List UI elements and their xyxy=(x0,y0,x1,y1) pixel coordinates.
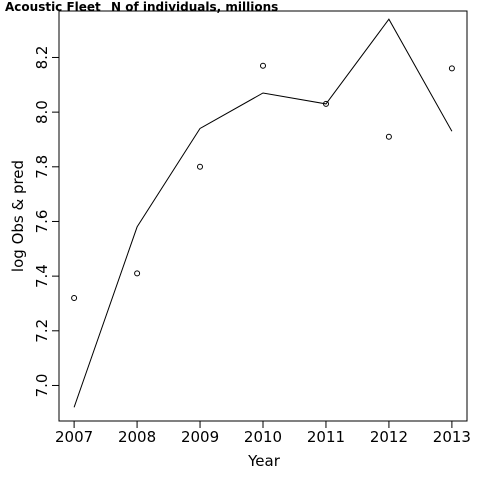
plot-frame xyxy=(58,10,468,422)
x-tick-label: 2007 xyxy=(55,428,93,446)
y-tick-label: 7.0 xyxy=(33,374,51,398)
y-tick-label: 8.0 xyxy=(33,100,51,124)
y-tick-label: 7.2 xyxy=(33,319,51,343)
x-axis: 2007 2008 2009 2010 2011 2012 2013 xyxy=(55,421,471,446)
x-axis-label: Year xyxy=(247,452,281,470)
y-tick-label: 7.4 xyxy=(33,264,51,288)
observed-point xyxy=(385,133,392,140)
observed-point xyxy=(134,270,141,277)
x-tick-label: 2010 xyxy=(244,428,282,446)
x-tick-label: 2009 xyxy=(181,428,219,446)
y-axis-label: log Obs & pred xyxy=(9,160,27,272)
observed-point xyxy=(260,62,266,69)
y-tick-label: 7.6 xyxy=(33,210,51,234)
x-tick-label: 2008 xyxy=(118,428,156,446)
observed-series-points xyxy=(71,62,455,301)
observed-point xyxy=(448,65,455,72)
y-axis: 7.0 7.2 7.4 7.6 7.8 8.0 8.2 xyxy=(33,46,59,398)
chart-title: Acoustic Fleet xyxy=(5,0,101,14)
y-tick-label: 8.2 xyxy=(33,46,51,70)
observed-point xyxy=(197,163,203,170)
observed-point xyxy=(323,100,329,107)
y-tick-label: 7.8 xyxy=(33,155,51,179)
chart-subtitle: N of individuals, millions xyxy=(111,0,278,14)
x-tick-label: 2011 xyxy=(307,428,345,446)
observed-point xyxy=(71,295,78,301)
x-tick-label: 2013 xyxy=(433,428,471,446)
x-tick-label: 2012 xyxy=(370,428,408,446)
predicted-series-line xyxy=(73,18,453,408)
